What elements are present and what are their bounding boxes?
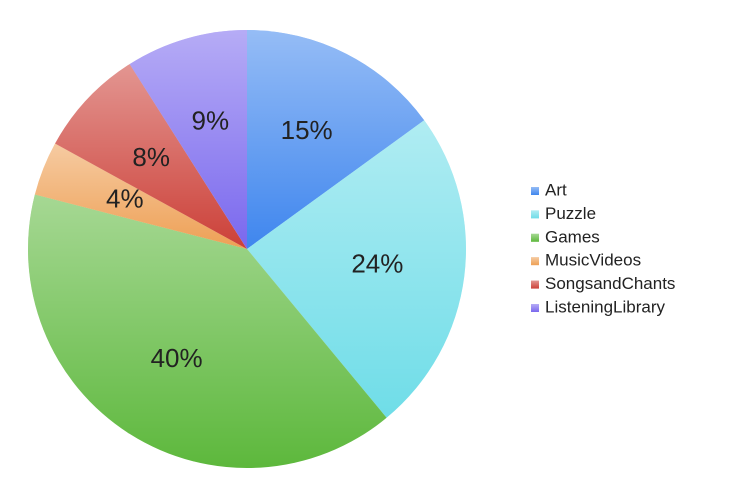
legend-label: SongsandChants xyxy=(545,274,675,293)
value-label: 15% xyxy=(281,115,333,145)
slice-shine xyxy=(27,194,387,468)
legend-swatch-shine xyxy=(531,280,539,289)
value-label: 9% xyxy=(192,106,230,136)
legend-swatch-shine xyxy=(531,257,539,266)
legend-label: Puzzle xyxy=(545,204,596,223)
legend-swatch-shine xyxy=(531,304,539,312)
legend-swatch-shine xyxy=(531,187,539,195)
value-label: 24% xyxy=(351,248,403,278)
legend-swatch-shine xyxy=(531,210,539,219)
slice-shine xyxy=(34,143,248,249)
slice-shine xyxy=(129,29,247,249)
value-label: 8% xyxy=(132,142,170,172)
legend-label: Art xyxy=(545,180,567,199)
slice-shine xyxy=(247,30,425,249)
legend-label: MusicVideos xyxy=(545,251,641,270)
slice-shine xyxy=(55,64,247,249)
legend-label: ListeningLibrary xyxy=(545,297,666,316)
legend-swatch-shine xyxy=(531,233,539,242)
legend-label: Games xyxy=(545,227,600,246)
slice-shine xyxy=(247,120,466,418)
value-label: 40% xyxy=(151,343,203,373)
